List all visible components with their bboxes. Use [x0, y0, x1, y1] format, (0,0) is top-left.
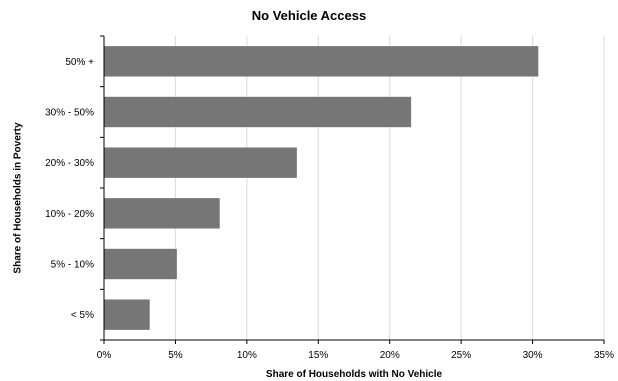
x-tick-label: 25%	[451, 350, 471, 361]
x-tick-label: 35%	[594, 350, 614, 361]
category-label: 10% - 20%	[45, 209, 94, 220]
category-label: 30% - 50%	[45, 108, 94, 119]
x-tick-label: 30%	[523, 350, 543, 361]
bar	[104, 147, 297, 178]
bar	[104, 198, 220, 229]
category-label: 5% - 10%	[51, 260, 94, 271]
x-axis-label: Share of Households with No Vehicle	[265, 369, 443, 380]
bar	[104, 46, 539, 77]
x-tick-label: 10%	[237, 350, 257, 361]
x-tick-label: 0%	[97, 350, 112, 361]
bar	[104, 299, 150, 330]
x-tick-label: 5%	[168, 350, 183, 361]
category-label: 50% +	[65, 57, 94, 68]
category-label: < 5%	[71, 310, 94, 321]
category-label: 20% - 30%	[45, 158, 94, 169]
chart-title: No Vehicle Access	[251, 8, 367, 23]
x-tick-label: 20%	[380, 350, 400, 361]
x-tick-label: 15%	[308, 350, 328, 361]
bar	[104, 248, 177, 280]
bar	[104, 96, 412, 128]
